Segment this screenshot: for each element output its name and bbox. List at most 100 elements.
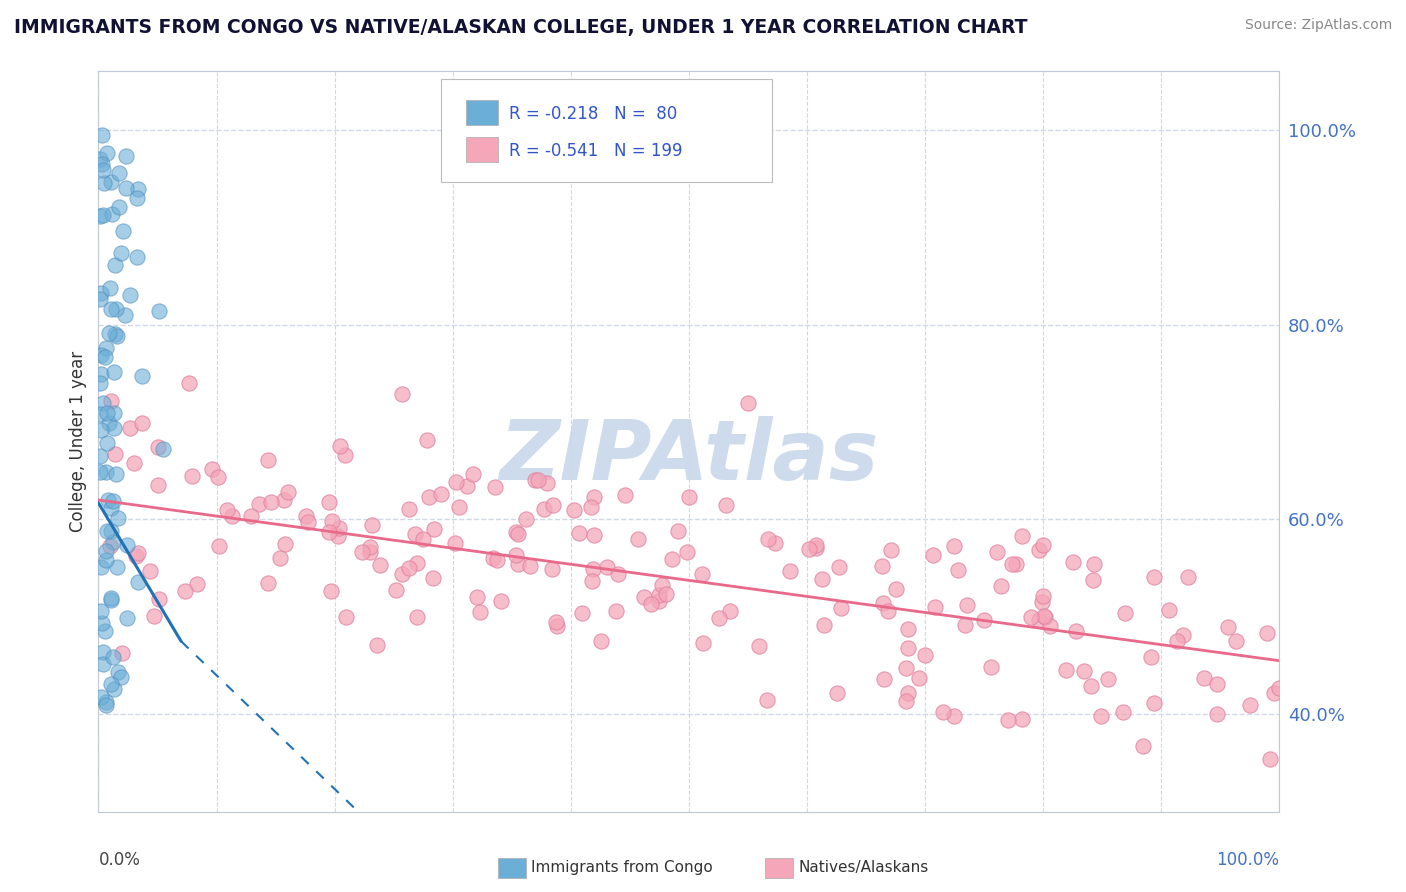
Point xyxy=(91,395,114,409)
Text: R = -0.218   N =  80: R = -0.218 N = 80 xyxy=(509,104,678,122)
Point xyxy=(391,387,413,401)
FancyBboxPatch shape xyxy=(465,100,498,126)
Point xyxy=(1114,607,1136,621)
Text: Source: ZipAtlas.com: Source: ZipAtlas.com xyxy=(1244,18,1392,32)
Point xyxy=(100,500,122,515)
Point xyxy=(505,548,527,562)
Point xyxy=(103,682,125,697)
Point xyxy=(104,258,127,272)
Text: 0.0%: 0.0% xyxy=(98,851,141,869)
Point xyxy=(1143,569,1166,583)
Point xyxy=(103,406,125,420)
Point xyxy=(692,635,714,649)
Point xyxy=(468,605,491,619)
Point xyxy=(118,421,141,435)
Point xyxy=(690,566,713,581)
Point xyxy=(1032,538,1054,552)
Point xyxy=(627,532,650,546)
Point xyxy=(274,537,297,551)
Point xyxy=(1263,686,1285,700)
Point xyxy=(127,546,149,560)
Point xyxy=(571,606,593,620)
Point xyxy=(508,527,530,541)
Point xyxy=(98,326,121,340)
Point xyxy=(90,559,112,574)
Point xyxy=(359,545,381,559)
Point xyxy=(1177,570,1199,584)
Point xyxy=(633,590,655,604)
Point xyxy=(103,535,125,549)
Point xyxy=(127,191,149,205)
Point xyxy=(418,490,440,504)
Point xyxy=(89,449,111,463)
Point xyxy=(90,690,112,704)
Point xyxy=(111,646,134,660)
Point xyxy=(127,574,149,589)
Point xyxy=(1143,697,1166,711)
Point xyxy=(748,639,770,653)
Point xyxy=(259,495,281,509)
Point xyxy=(583,491,606,505)
Point xyxy=(1192,671,1215,685)
Point xyxy=(107,559,129,574)
Point xyxy=(335,448,357,462)
Point xyxy=(406,556,429,570)
Point xyxy=(201,462,224,476)
Point xyxy=(582,528,605,542)
Point xyxy=(257,575,280,590)
Point xyxy=(96,698,118,713)
Point xyxy=(1157,603,1180,617)
Point xyxy=(581,574,603,588)
Point xyxy=(131,368,153,383)
Point xyxy=(446,475,468,489)
Point xyxy=(368,558,391,572)
Point xyxy=(321,515,343,529)
Point xyxy=(94,544,117,558)
Point xyxy=(152,442,174,456)
Point xyxy=(797,541,820,556)
Point xyxy=(1062,555,1084,569)
Point xyxy=(1206,676,1229,690)
Point xyxy=(956,598,979,612)
Point xyxy=(180,469,202,483)
Point xyxy=(884,582,907,597)
Point xyxy=(423,523,446,537)
Point xyxy=(96,146,118,161)
Point xyxy=(110,246,132,260)
Point xyxy=(91,162,114,177)
Text: ZIPAtlas: ZIPAtlas xyxy=(499,416,879,497)
Point xyxy=(1171,628,1194,642)
Point xyxy=(1112,705,1135,719)
Point xyxy=(605,604,627,618)
Point xyxy=(89,292,111,306)
Point xyxy=(1097,672,1119,686)
Point xyxy=(398,561,420,575)
Text: 100.0%: 100.0% xyxy=(1216,851,1279,869)
Point xyxy=(104,447,127,461)
Point xyxy=(1032,589,1054,603)
Point xyxy=(1258,752,1281,766)
Point xyxy=(247,497,270,511)
Point xyxy=(897,685,920,699)
Point xyxy=(416,433,439,447)
Point xyxy=(1033,610,1056,624)
Point xyxy=(94,624,117,638)
Point xyxy=(93,176,115,190)
Point xyxy=(96,524,118,539)
Point xyxy=(1028,542,1050,557)
Point xyxy=(986,545,1008,559)
FancyBboxPatch shape xyxy=(441,78,772,183)
Point xyxy=(221,508,243,523)
Point xyxy=(562,502,585,516)
Point xyxy=(90,423,112,437)
Point xyxy=(385,582,408,597)
Point xyxy=(811,572,834,586)
Point xyxy=(589,634,612,648)
Point xyxy=(990,579,1012,593)
Point xyxy=(894,661,917,675)
Point xyxy=(103,365,125,379)
Point xyxy=(763,535,786,549)
Point xyxy=(107,166,129,180)
Point xyxy=(582,561,605,575)
Point xyxy=(508,557,530,571)
